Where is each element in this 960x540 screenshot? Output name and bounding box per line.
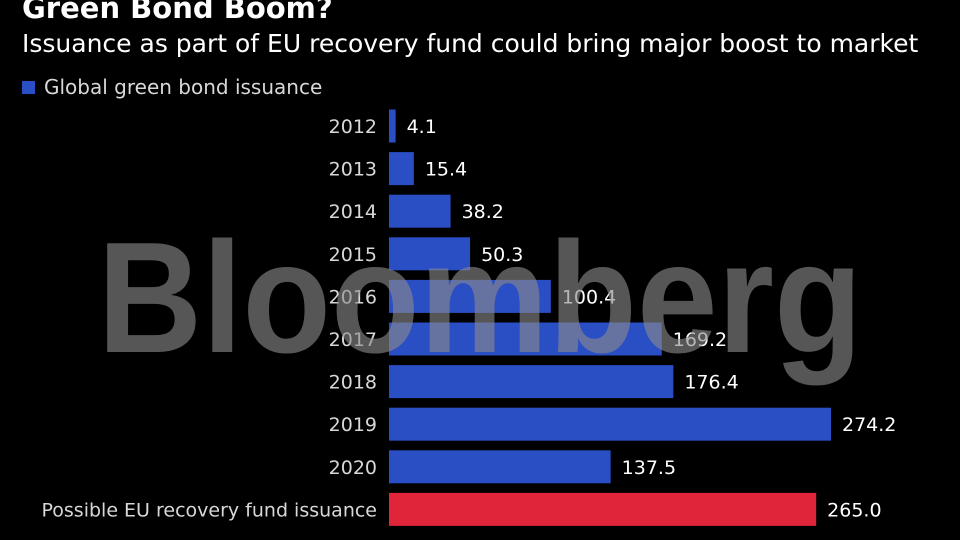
category-label: 2015 — [329, 244, 377, 266]
bar-2014 — [389, 194, 451, 228]
category-label: 2017 — [329, 329, 377, 351]
value-label: 15.4 — [425, 159, 467, 181]
bar-2020 — [389, 450, 611, 484]
category-label: Possible EU recovery fund issuance — [42, 499, 378, 521]
chart-legend: Global green bond issuance — [22, 75, 323, 99]
category-label: 2019 — [329, 414, 377, 436]
category-label: 2012 — [329, 116, 377, 138]
bar-2019 — [389, 407, 831, 441]
chart-subtitle: Issuance as part of EU recovery fund cou… — [22, 29, 919, 58]
bar-2012 — [389, 109, 396, 143]
value-label: 176.4 — [684, 372, 738, 394]
value-label: 4.1 — [407, 116, 437, 138]
legend-swatch — [22, 80, 35, 94]
chart-title: Green Bond Boom? — [22, 0, 333, 25]
category-label: 2018 — [329, 372, 377, 394]
category-label: 2013 — [329, 159, 377, 181]
value-label: 169.2 — [673, 329, 727, 351]
bar-eu-recovery-fund — [389, 492, 817, 526]
value-label: 100.4 — [562, 286, 616, 308]
legend-label: Global green bond issuance — [44, 75, 323, 99]
value-label: 265.0 — [827, 499, 881, 521]
category-label: 2016 — [329, 286, 377, 308]
bar-2016 — [389, 279, 551, 313]
bar-2013 — [389, 152, 414, 186]
value-label: 38.2 — [462, 201, 504, 223]
value-label: 274.2 — [842, 414, 896, 436]
bar-2017 — [389, 322, 662, 356]
category-label: 2014 — [329, 201, 377, 223]
bar-2018 — [389, 365, 674, 399]
value-label: 50.3 — [481, 244, 523, 266]
value-label: 137.5 — [622, 457, 676, 479]
bar-2015 — [389, 237, 471, 271]
category-label: 2020 — [329, 457, 377, 479]
